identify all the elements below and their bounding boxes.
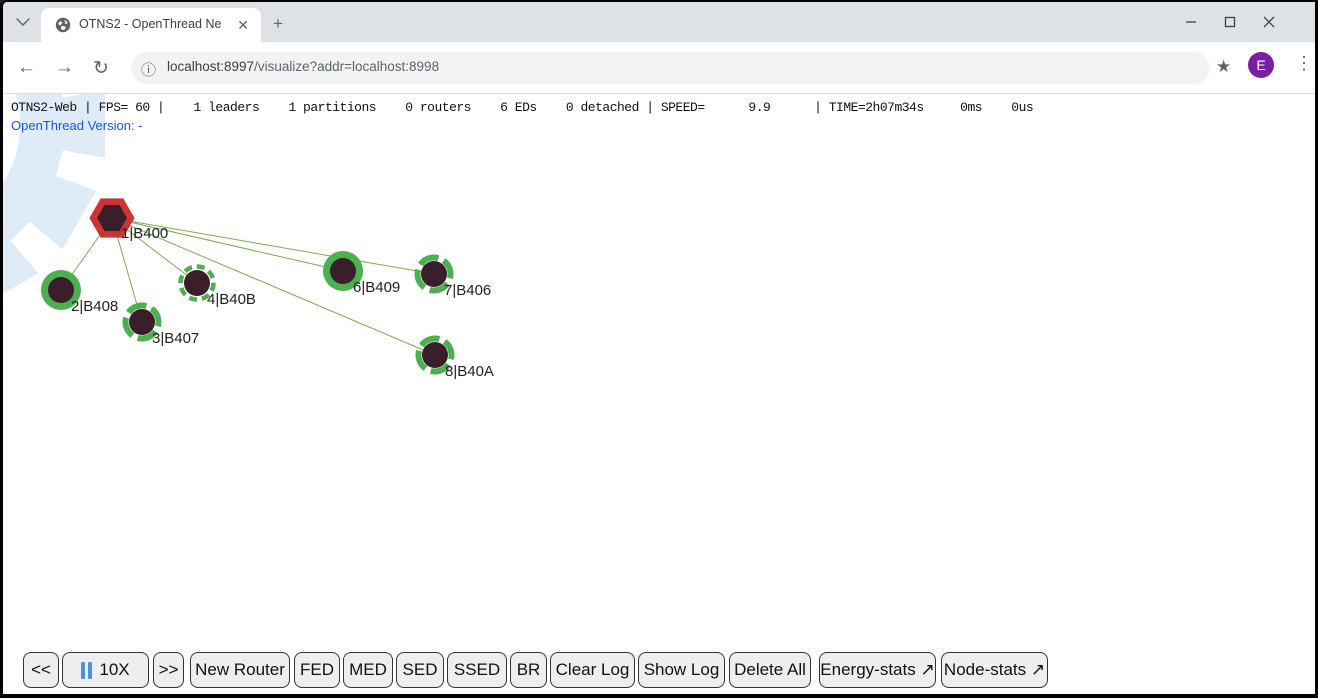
svg-text:1|B400: 1|B400 <box>121 225 168 242</box>
svg-text:6|B409: 6|B409 <box>353 279 400 296</box>
svg-text:3|B407: 3|B407 <box>152 330 199 347</box>
svg-text:7|B406: 7|B406 <box>444 282 491 299</box>
svg-text:8|B40A: 8|B40A <box>445 363 494 380</box>
svg-text:4|B40B: 4|B40B <box>207 291 256 308</box>
svg-text:2|B408: 2|B408 <box>71 298 118 315</box>
